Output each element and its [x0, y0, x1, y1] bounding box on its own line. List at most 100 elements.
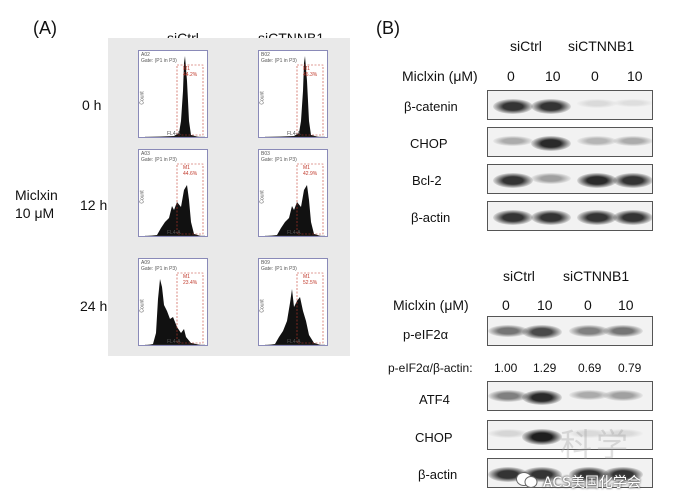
histogram-percent: 52.5% [303, 280, 318, 286]
histogram-percent: 23.4% [183, 280, 198, 286]
bottom-row-label-atf4: ATF4 [419, 392, 450, 407]
histogram-y-label: Count [259, 299, 266, 313]
histogram-id: B02 [261, 52, 270, 58]
bottom-blot-band [569, 390, 609, 401]
watermark-logo [516, 471, 538, 489]
top-group-sictrl: siCtrl [510, 38, 542, 54]
top-row-label-beta-actin: β-actin [411, 210, 451, 225]
histogram-curve [265, 163, 325, 236]
histogram-gate: Gate: (P1 in P3) [261, 58, 297, 64]
bottom-group-sictnnb1: siCTNNB1 [563, 268, 630, 284]
histogram-percent: 44.2% [183, 72, 198, 78]
histogram-gate: Gate: (P1 in P3) [141, 266, 177, 272]
histogram-plot: B02 Gate: (P1 in P3) M1 45.3% Count FL4-A [258, 50, 328, 138]
histogram-gate: Gate: (P1 in P3) [141, 58, 177, 64]
histogram-x-label: FL4-A [167, 131, 181, 137]
top-blot-strip [487, 164, 653, 194]
bottom-dose-1: 0 [502, 297, 510, 313]
top-dose-label: Miclxin (μM) [402, 68, 478, 84]
histogram-gate: Gate: (P1 in P3) [261, 157, 297, 163]
histogram-y-label: Count [259, 91, 266, 105]
histogram-y-label: Count [139, 190, 146, 204]
top-blot-band [531, 99, 571, 114]
top-blot-strip [487, 90, 653, 120]
histogram-curve [145, 56, 205, 137]
top-blot-strip [487, 127, 653, 157]
histogram-plot: A02 Gate: (P1 in P3) M1 44.2% Count FL4-A [138, 50, 208, 138]
histogram-x-label: FL4-A [287, 230, 301, 236]
bottom-blot-band [569, 429, 609, 438]
top-dose-3: 0 [591, 68, 599, 84]
top-blot-band [531, 136, 571, 152]
bottom-row-label-chop: CHOP [415, 430, 453, 445]
bottom-dose-3: 0 [584, 297, 592, 313]
histogram-curve [265, 56, 325, 137]
time-label-24h: 24 h [80, 298, 108, 314]
bottom-blot-band [522, 325, 562, 339]
top-blot-band [493, 173, 533, 188]
time-label-0h: 0 h [82, 97, 102, 113]
bottom-blot-strip [487, 381, 653, 411]
top-blot-band [531, 210, 571, 225]
panel-b-label: (B) [376, 18, 400, 38]
bottom-blot-band [488, 429, 528, 438]
bottom-blot-band [488, 325, 528, 338]
bottom-blot-band [603, 325, 643, 338]
ratio-value-4: 0.79 [618, 361, 642, 375]
top-dose-2: 10 [545, 68, 561, 84]
histogram-y-label: Count [139, 91, 146, 105]
time-label-12h: 12 h [80, 197, 108, 213]
top-blot-band [613, 173, 652, 188]
top-blot-band [493, 136, 533, 147]
histogram-plot: A09 Gate: (P1 in P3) M1 23.4% Count FL4-A [138, 258, 208, 346]
ratio-label: p-eIF2α/β-actin: [388, 361, 473, 375]
treatment-label-line2: 10 μM [15, 205, 55, 221]
histogram-gate-tag: M1 [183, 66, 190, 72]
top-blot-band [577, 136, 617, 146]
histogram-percent: 45.3% [303, 72, 318, 78]
top-blot-band [613, 210, 652, 225]
top-group-sictnnb1: siCTNNB1 [568, 38, 635, 54]
top-dose-1: 0 [507, 68, 515, 84]
bottom-blot-band [603, 429, 643, 438]
top-dose-4: 10 [627, 68, 643, 84]
bottom-blot-strip [487, 316, 653, 346]
top-blot-band [493, 210, 533, 225]
top-blot-band [613, 99, 652, 108]
top-blot-band [531, 173, 571, 184]
bottom-dose-label: Miclxin (μM) [393, 297, 469, 313]
top-blot-band [613, 136, 652, 147]
histogram-gate-tag: M1 [183, 165, 190, 171]
bottom-dose-2: 10 [537, 297, 553, 313]
top-blot-band [577, 173, 617, 189]
histogram-y-label: Count [259, 190, 266, 204]
bottom-blot-band [522, 390, 562, 406]
top-blot-band [577, 210, 617, 225]
bottom-dose-4: 10 [618, 297, 634, 313]
bottom-blot-band [522, 429, 562, 445]
histogram-plot: A03 Gate: (P1 in P3) M1 44.6% Count FL4-A [138, 149, 208, 237]
histogram-y-label: Count [139, 299, 146, 313]
histogram-plot: B09 Gate: (P1 in P3) M1 52.5% Count FL4-A [258, 258, 328, 346]
histogram-id: B09 [261, 260, 270, 266]
bottom-blot-band [603, 390, 643, 401]
bottom-row-label-beta-actin: β-actin [418, 467, 458, 482]
histogram-id: A09 [141, 260, 150, 266]
watermark-bg-text: 科学 [560, 426, 633, 464]
top-row-label-chop: CHOP [410, 136, 448, 151]
histogram-id: A03 [141, 151, 150, 157]
histogram-x-label: FL4-A [167, 339, 181, 345]
top-row-label-bcl2: Bcl-2 [412, 173, 442, 188]
histogram-curve [265, 272, 325, 345]
bottom-group-sictrl: siCtrl [503, 268, 535, 284]
histogram-percent: 44.6% [183, 171, 198, 177]
histogram-curve [145, 163, 205, 236]
histogram-plot: B03 Gate: (P1 in P3) M1 42.9% Count FL4-A [258, 149, 328, 237]
histogram-gate: Gate: (P1 in P3) [261, 266, 297, 272]
histogram-gate: Gate: (P1 in P3) [141, 157, 177, 163]
top-blot-band [577, 99, 617, 108]
ratio-value-2: 1.29 [533, 361, 557, 375]
bottom-blot-band [488, 390, 528, 402]
histogram-gate-tag: M1 [303, 165, 310, 171]
ratio-value-1: 1.00 [494, 361, 518, 375]
